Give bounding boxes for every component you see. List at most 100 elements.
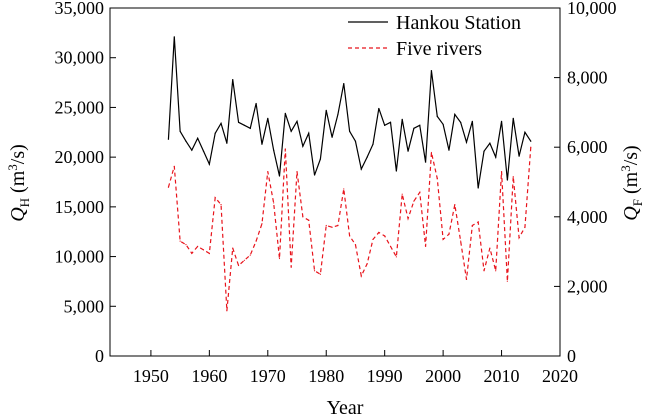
data-point-hankou-station <box>401 118 403 120</box>
data-point-five-rivers <box>319 273 321 275</box>
left-y-tick-label: 20,000 <box>55 147 105 167</box>
data-point-five-rivers <box>343 188 345 190</box>
data-point-hankou-station <box>261 143 263 145</box>
data-point-five-rivers <box>220 204 222 206</box>
data-point-five-rivers <box>395 256 397 258</box>
data-point-hankou-station <box>237 121 240 123</box>
data-point-hankou-station <box>436 115 438 117</box>
left-y-tick-label: 15,000 <box>55 197 105 217</box>
data-point-hankou-station <box>278 175 281 177</box>
left-y-tick-label: 30,000 <box>55 48 105 68</box>
data-point-hankou-station <box>354 140 357 142</box>
right-y-tick-label: 0 <box>567 346 576 366</box>
data-point-hankou-station <box>378 107 380 110</box>
data-point-five-rivers <box>302 216 304 218</box>
x-tick-label: 2010 <box>484 366 520 386</box>
data-point-five-rivers <box>483 270 485 272</box>
right-y-tick-label: 10,000 <box>567 0 617 18</box>
left-y-axis: 0 5,000 10,000 15,000 20,000 25,000 30,000 35,0… <box>55 0 116 366</box>
data-point-five-rivers <box>401 193 403 195</box>
data-point-hankou-station <box>489 142 491 144</box>
data-point-hankou-station <box>197 137 199 139</box>
data-point-five-rivers <box>389 245 392 247</box>
data-point-five-rivers <box>261 223 263 225</box>
data-point-hankou-station <box>325 109 327 112</box>
data-point-hankou-station <box>173 36 175 38</box>
data-point-five-rivers <box>384 235 386 237</box>
data-point-five-rivers <box>471 224 473 227</box>
data-point-hankou-station <box>419 124 421 126</box>
data-point-five-rivers <box>372 238 374 241</box>
x-tick-label: 1970 <box>250 366 286 386</box>
right-y-tick-label: 6,000 <box>567 137 608 157</box>
data-point-hankou-station <box>220 122 222 124</box>
data-point-hankou-station <box>500 120 503 122</box>
legend-label-hankou-station: Hankou Station <box>396 12 521 34</box>
data-point-five-rivers <box>424 245 427 247</box>
data-point-five-rivers <box>530 146 532 148</box>
data-point-five-rivers <box>308 219 310 221</box>
data-point-five-rivers <box>448 233 450 235</box>
data-point-five-rivers <box>237 264 240 267</box>
data-point-five-rivers <box>173 165 175 167</box>
data-point-hankou-station <box>389 121 392 123</box>
left-y-tick-label: 10,000 <box>55 247 105 267</box>
data-point-five-rivers <box>243 259 246 261</box>
data-point-hankou-station <box>460 121 462 123</box>
data-point-hankou-station <box>465 141 468 143</box>
data-point-five-rivers <box>197 245 199 247</box>
data-point-hankou-station <box>284 112 286 114</box>
data-point-five-rivers <box>524 226 526 228</box>
data-point-five-rivers <box>354 244 357 246</box>
data-point-hankou-station <box>255 102 257 105</box>
data-point-five-rivers <box>413 200 415 202</box>
plot-border <box>109 7 561 357</box>
data-point-five-rivers <box>290 266 292 268</box>
data-point-five-rivers <box>267 170 269 173</box>
legend-label-five-rivers: Five rivers <box>396 38 482 60</box>
data-point-five-rivers <box>454 204 456 206</box>
data-point-hankou-station <box>524 131 526 133</box>
data-point-five-rivers <box>495 270 497 272</box>
data-point-hankou-station <box>331 136 333 138</box>
data-point-five-rivers <box>512 176 514 178</box>
data-point-five-rivers <box>208 252 210 254</box>
data-point-hankou-station <box>448 149 450 151</box>
data-point-five-rivers <box>167 186 170 188</box>
right-y-axis: 0 2,000 4,000 6,000 8,000 10,000 <box>554 0 617 366</box>
x-tick-label: 1960 <box>191 366 227 386</box>
data-point-five-rivers <box>232 247 234 249</box>
data-point-five-rivers <box>489 247 491 249</box>
data-point-hankou-station <box>208 163 210 165</box>
data-point-hankou-station <box>366 156 368 158</box>
left-y-tick-label: 35,000 <box>55 0 105 18</box>
data-point-five-rivers <box>179 240 181 242</box>
data-point-hankou-station <box>471 120 473 122</box>
data-point-hankou-station <box>506 179 508 181</box>
x-tick-label: 1980 <box>308 366 344 386</box>
data-point-hankou-station <box>349 130 351 132</box>
data-point-hankou-station <box>483 150 485 152</box>
data-point-hankou-station <box>530 140 532 142</box>
data-point-hankou-station <box>167 138 170 140</box>
data-point-five-rivers <box>296 170 298 173</box>
plot-frame <box>109 7 561 357</box>
data-point-hankou-station <box>424 161 427 163</box>
data-point-hankou-station <box>372 143 374 145</box>
data-point-hankou-station <box>313 174 316 176</box>
data-point-hankou-station <box>430 70 433 72</box>
data-point-five-rivers <box>465 278 468 281</box>
data-point-hankou-station <box>185 140 187 142</box>
data-point-hankou-station <box>360 168 362 170</box>
data-point-five-rivers <box>378 231 380 234</box>
left-y-axis-title: QH (m3/s) <box>5 144 32 222</box>
x-axis-title: Year <box>327 397 364 417</box>
x-axis: 1950 1960 1970 1980 1990 2000 2010 2020 <box>133 350 578 386</box>
data-point-five-rivers <box>202 249 205 251</box>
data-point-five-rivers <box>518 237 520 239</box>
data-point-hankou-station <box>179 130 181 132</box>
right-y-tick-label: 4,000 <box>567 207 608 227</box>
data-point-five-rivers <box>430 151 433 154</box>
data-point-five-rivers <box>506 280 508 282</box>
data-point-hankou-station <box>518 155 520 157</box>
